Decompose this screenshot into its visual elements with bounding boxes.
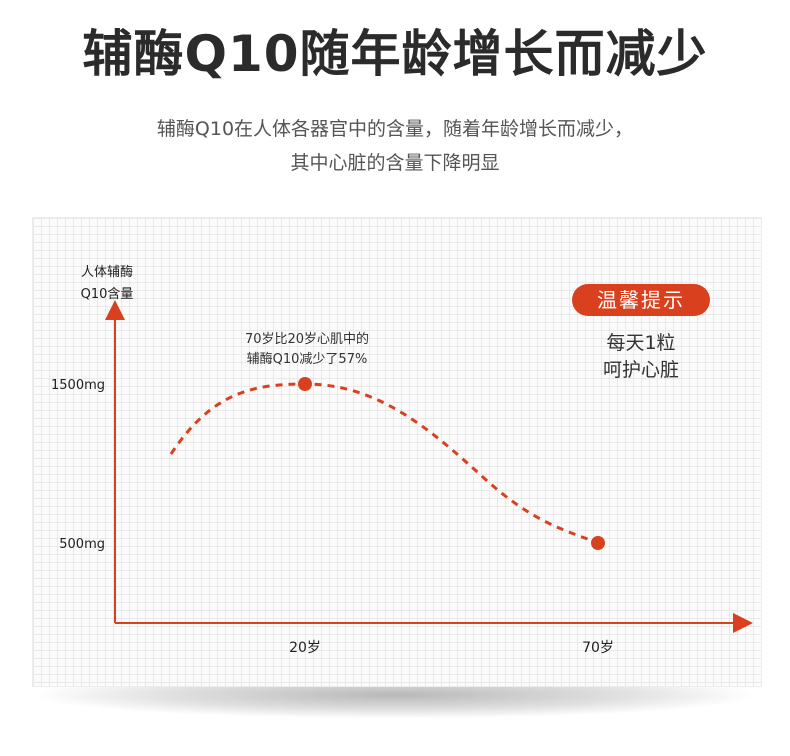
data-point <box>298 377 312 391</box>
chart-svg: 人体辅酶 Q10含量 1500mg 500mg 20岁 70岁 70岁比20岁心肌中的辅酶Q… <box>51 264 753 656</box>
reminder-line-2: 呵护心脏 <box>602 359 679 381</box>
annotation-line: 70岁比20岁心肌中的 <box>245 331 369 347</box>
y-tick-label: 1500mg <box>51 378 105 393</box>
reminder-text: 每天1粒 呵护心脏 <box>560 330 722 384</box>
points-layer <box>298 377 605 550</box>
subtitle-line-2: 其中心脏的含量下降明显 <box>290 152 500 174</box>
chart-axes <box>105 300 753 633</box>
reminder-badge: 温馨提示 <box>572 284 710 316</box>
y-axis-label-line: 人体辅酶 <box>81 264 133 280</box>
series-line <box>169 382 599 545</box>
data-point <box>591 536 605 550</box>
x-tick-label: 70岁 <box>582 640 614 656</box>
page-subtitle: 辅酶Q10在人体各器官中的含量，随着年龄增长而减少， 其中心脏的含量下降明显 <box>0 112 790 180</box>
labels-layer: 人体辅酶 Q10含量 1500mg 500mg 20岁 70岁 70岁比20岁心肌中的辅酶Q… <box>51 264 614 656</box>
curve-layer <box>169 382 599 545</box>
reminder-line-1: 每天1粒 <box>606 332 676 354</box>
subtitle-line-1: 辅酶Q10在人体各器官中的含量，随着年龄增长而减少， <box>156 118 634 140</box>
annotation-line: 辅酶Q10减少了57% <box>247 351 368 367</box>
y-tick-label: 500mg <box>59 537 105 552</box>
x-tick-label: 20岁 <box>289 640 321 656</box>
page-title: 辅酶Q10随年龄增长而减少 <box>82 25 708 83</box>
y-axis-label-line: Q10含量 <box>81 286 134 302</box>
